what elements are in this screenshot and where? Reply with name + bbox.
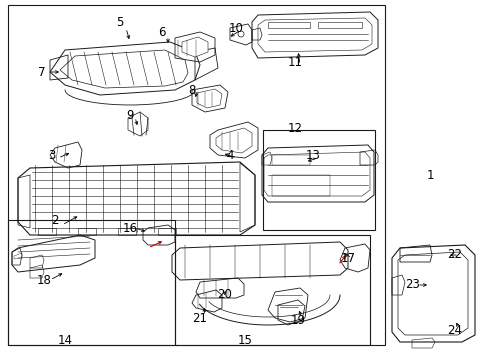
Text: 3: 3 bbox=[48, 149, 56, 162]
Text: 8: 8 bbox=[188, 84, 195, 96]
Text: 19: 19 bbox=[290, 314, 305, 327]
Text: 10: 10 bbox=[228, 22, 243, 35]
Text: 5: 5 bbox=[116, 15, 123, 28]
Bar bbox=[175, 235, 369, 345]
Bar bbox=[8, 220, 175, 345]
Bar bbox=[8, 5, 384, 345]
Bar bbox=[263, 130, 374, 230]
Text: 14: 14 bbox=[58, 333, 72, 346]
Text: 21: 21 bbox=[192, 311, 207, 324]
Text: 18: 18 bbox=[37, 274, 51, 287]
Polygon shape bbox=[264, 152, 369, 196]
Polygon shape bbox=[182, 37, 207, 57]
Text: 24: 24 bbox=[447, 324, 462, 337]
Text: 13: 13 bbox=[305, 149, 320, 162]
Polygon shape bbox=[397, 252, 467, 335]
Text: 22: 22 bbox=[447, 248, 462, 261]
Polygon shape bbox=[60, 50, 187, 88]
Polygon shape bbox=[197, 89, 222, 108]
Text: 7: 7 bbox=[38, 66, 46, 78]
Text: 11: 11 bbox=[287, 55, 302, 68]
Text: 9: 9 bbox=[126, 108, 134, 122]
Polygon shape bbox=[258, 18, 371, 52]
Text: 1: 1 bbox=[426, 168, 433, 181]
Text: 17: 17 bbox=[340, 252, 355, 265]
Text: 15: 15 bbox=[237, 333, 252, 346]
Text: 6: 6 bbox=[158, 26, 165, 39]
Text: 20: 20 bbox=[217, 288, 232, 302]
Text: 2: 2 bbox=[51, 213, 59, 226]
Text: 16: 16 bbox=[122, 221, 137, 234]
Text: 4: 4 bbox=[226, 149, 233, 162]
Text: 12: 12 bbox=[287, 122, 302, 135]
Polygon shape bbox=[216, 128, 251, 153]
Text: 23: 23 bbox=[405, 279, 420, 292]
